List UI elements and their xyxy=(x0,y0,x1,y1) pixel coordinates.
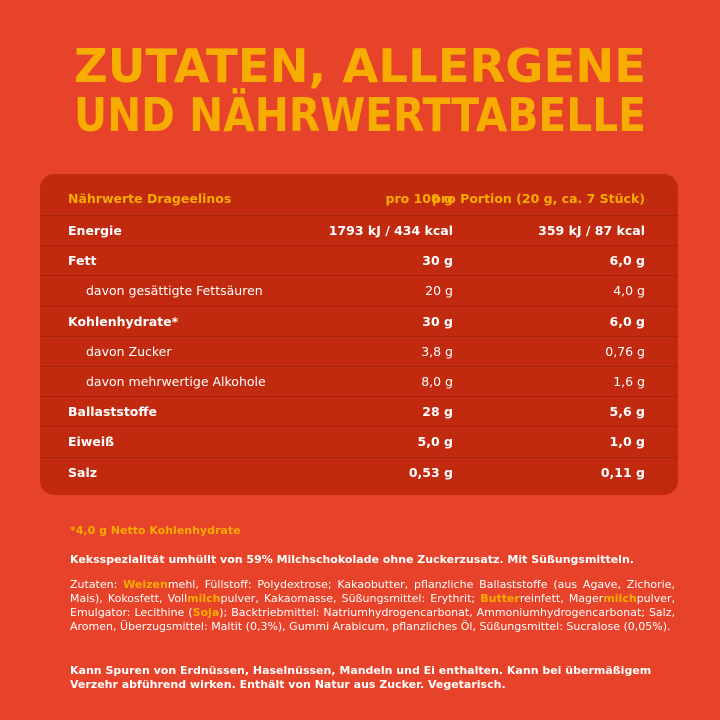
table-cell: 359 kJ / 87 kcal xyxy=(538,223,645,238)
ingredient-text: pulver, Kakaomasse, Süßungsmittel: Eryth… xyxy=(220,592,481,605)
table-cell: Ballaststoffe xyxy=(68,404,157,420)
ingredient-text: ); Backtriebmittel: Natriumhydrogencarbo… xyxy=(70,606,675,633)
table-cell: davon mehrwertige Alkohole xyxy=(86,374,266,389)
allergen: Weizen xyxy=(123,578,168,591)
table-cell: 6,0 g xyxy=(609,313,645,329)
title-line: UND NÄHRWERTTABELLE xyxy=(74,88,646,142)
allergen: Butter xyxy=(480,592,520,605)
title: ZUTATEN, ALLERGENE UND NÄHRWERTTABELLE xyxy=(74,39,646,142)
footnote: *4,0 g Netto Kohlenhydrate xyxy=(70,524,241,537)
table-cell: Fett xyxy=(68,253,97,269)
table-cell: 8,0 g xyxy=(421,374,453,389)
allergen: milch xyxy=(187,592,221,605)
description: Keksspezialität umhüllt von 59% Milchsch… xyxy=(70,553,634,566)
table-cell: 3,8 g xyxy=(421,343,453,359)
column-header: pro 100 g xyxy=(385,191,453,206)
table-cell: 30 g xyxy=(422,253,453,269)
table-cell: davon Zucker xyxy=(86,343,172,359)
notice: Kann Spuren von Erdnüssen, Haselnüssen, … xyxy=(70,664,652,691)
allergen: Soja xyxy=(192,606,220,619)
table-row: Kohlenhydrate* 30 g 6,0 g xyxy=(40,305,678,337)
table-cell: 4,0 g xyxy=(613,283,645,299)
table-cell: Eiweiß xyxy=(68,434,115,450)
table-row: Ballaststoffe 28 g 5,6 g xyxy=(40,396,678,427)
table-cell: 1793 kJ / 434 kcal xyxy=(328,223,453,238)
table-row: Salz 0,53 g 0,11 g xyxy=(40,456,678,488)
table-cell: 28 g xyxy=(422,404,453,420)
table-cell: 30 g xyxy=(422,313,453,329)
table-cell: 0,76 g xyxy=(605,343,645,359)
title-line: ZUTATEN, ALLERGENE xyxy=(74,39,646,93)
table-cell: 5,6 g xyxy=(609,404,645,420)
allergen: milch xyxy=(603,592,637,605)
table-row: davon mehrwertige Alkohole 8,0 g 1,6 g xyxy=(40,366,678,397)
ingredient-text: Zutaten: xyxy=(70,578,124,591)
table-cell: Kohlenhydrate* xyxy=(68,313,179,329)
ingredient-text: reinfett, Mager xyxy=(519,592,604,605)
table-cell: 0,11 g xyxy=(600,464,645,480)
table-cell: Salz xyxy=(68,464,97,480)
table-row: Energie 1793 kJ / 434 kcal 359 kJ / 87 kca… xyxy=(40,215,678,246)
table-header: Nährwerte Drageelinos pro 100 g pro Portio… xyxy=(40,184,678,214)
table-row: davon gesättigte Fettsäuren 20 g 4,0 g xyxy=(40,275,678,306)
table-row: Fett 30 g 6,0 g xyxy=(40,245,678,276)
column-header: Nährwerte Drageelinos xyxy=(68,191,232,206)
table-cell: 6,0 g xyxy=(609,253,645,269)
table-cell: 1,6 g xyxy=(613,374,645,389)
table-cell: Energie xyxy=(68,223,122,238)
ingredients: Zutaten: Weizenmehl, Füllstoff: Polydext… xyxy=(70,578,675,634)
column-header: pro Portion (20 g, ca. 7 Stück) xyxy=(432,191,645,206)
table-cell: davon gesättigte Fettsäuren xyxy=(86,283,263,299)
table-cell: 5,0 g xyxy=(417,434,453,450)
table-cell: 0,53 g xyxy=(408,464,453,480)
table-cell: 20 g xyxy=(425,283,453,299)
table-cell: 1,0 g xyxy=(609,434,645,450)
nutrition-table: Nährwerte Drageelinos pro 100 g pro Portio… xyxy=(40,174,678,495)
ingredient-text: pulver, Emulgator: Lecithine ( xyxy=(70,592,675,619)
table-row: Eiweiß 5,0 g 1,0 g xyxy=(40,426,678,457)
table-row: davon Zucker 3,8 g 0,76 g xyxy=(40,335,678,367)
ingredient-text: mehl, Füllstoff: Polydextrose; Kakaobutt… xyxy=(70,578,675,605)
